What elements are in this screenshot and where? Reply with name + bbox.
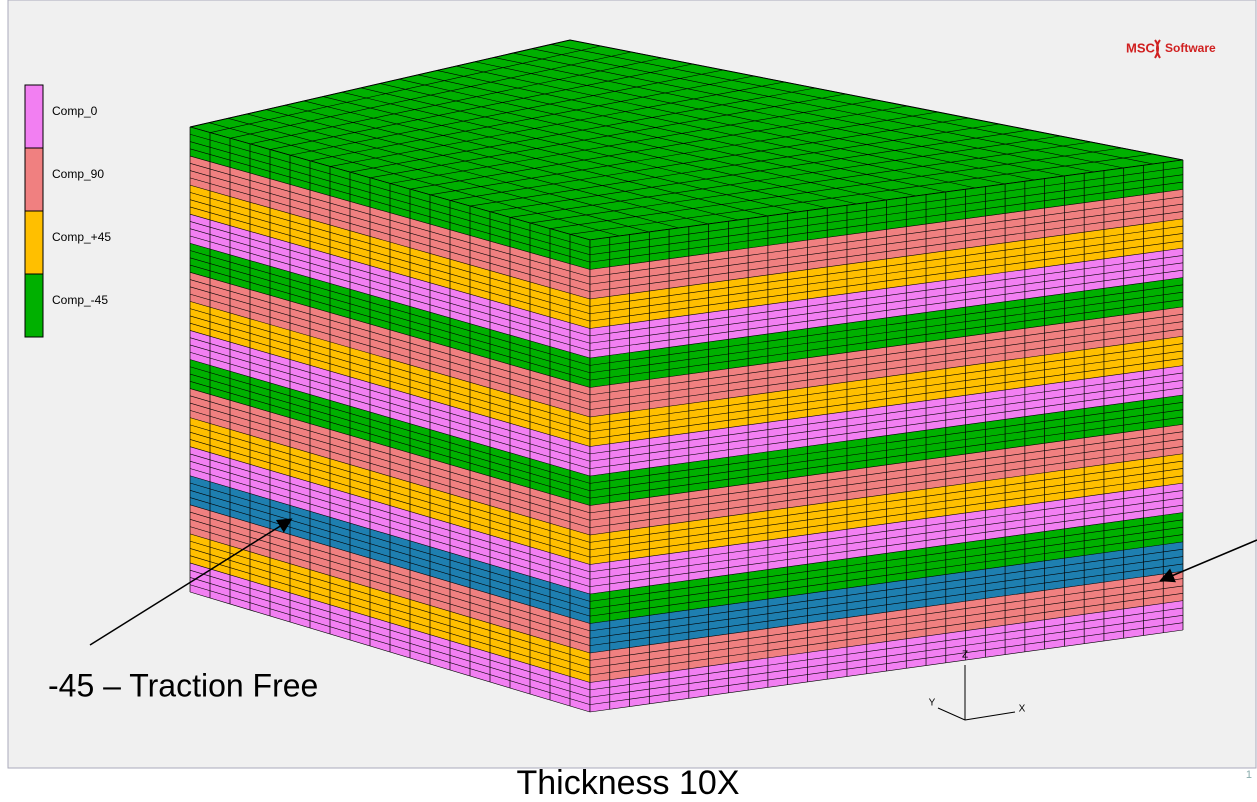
mesh-model: [190, 40, 1183, 712]
axis-label: Z: [962, 650, 968, 661]
legend-label: Comp_90: [52, 167, 104, 181]
logo-name: Software: [1165, 41, 1216, 55]
legend-swatch: [25, 274, 43, 337]
slide: Comp_0 Comp_90 Comp_+45 Comp_-45 MSC Sof…: [0, 0, 1257, 802]
page-number: 1: [1246, 769, 1252, 781]
legend-swatch: [25, 148, 43, 211]
legend-label: Comp_0: [52, 104, 98, 118]
axis-label: Y: [929, 698, 936, 709]
legend-swatch: [25, 85, 43, 148]
axis-label: X: [1019, 704, 1026, 715]
caption: Thickness 10X: [517, 764, 740, 802]
annotation: -45 – Traction Free: [48, 667, 318, 703]
legend-label: Comp_+45: [52, 230, 111, 244]
logo-brand: MSC: [1126, 40, 1156, 55]
page: Comp_0 Comp_90 Comp_+45 Comp_-45 MSC Sof…: [0, 0, 1257, 802]
legend-swatch: [25, 211, 43, 274]
legend-label: Comp_-45: [52, 293, 108, 307]
